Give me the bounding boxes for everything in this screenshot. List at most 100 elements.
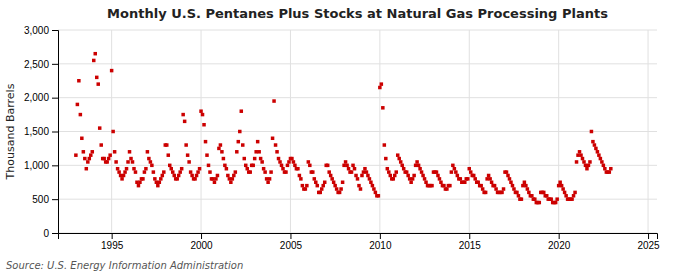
y-grid-line [58,30,657,31]
point [473,177,477,181]
point [402,167,406,171]
point [313,177,317,181]
point [257,150,261,154]
point [369,181,373,185]
point [216,174,220,178]
point [512,187,516,191]
point [120,177,124,181]
point [268,177,272,181]
point [196,170,200,174]
point [563,191,567,195]
point [280,164,284,168]
point [476,181,480,185]
point [180,167,184,171]
point [380,82,384,86]
point [396,153,400,157]
point [178,170,182,174]
point [459,177,463,181]
point [591,140,595,144]
point [558,181,562,185]
point [158,181,162,185]
x-tick: 2025 [637,233,660,251]
point [329,174,333,178]
point [454,170,458,174]
point [585,167,589,171]
y-axis-title: Thousand Barrels [4,83,17,180]
point [573,191,577,195]
point [411,177,415,181]
point [500,191,504,195]
point [207,164,211,168]
point [378,86,382,90]
point [597,153,601,157]
point [397,157,401,161]
point [579,153,583,157]
point [275,150,279,154]
point [578,150,582,154]
point [603,167,607,171]
point [509,181,513,185]
point [330,177,334,181]
point [241,143,245,147]
point [229,181,233,185]
point [533,197,537,201]
point [442,184,446,188]
y-tick-label: 1,500 [24,126,49,137]
point [521,184,525,188]
point [98,126,102,130]
point [608,170,612,174]
point [392,177,396,181]
point [557,184,561,188]
x-tick: 2015 [459,233,482,251]
x-axis: 1995200020052010201520202025 [59,233,661,251]
x-tick-label: 2000 [190,240,213,251]
point [171,170,175,174]
plot-area: 199520002005201020152020202505001,0001,5… [24,25,660,251]
point [420,170,424,174]
y-tick-label: 0 [43,228,49,239]
point [570,197,574,201]
point [363,167,367,171]
point [517,194,521,198]
point [269,170,273,174]
x-tick-label: 1995 [101,240,124,251]
y-tick-mark [52,64,58,65]
y-tick-mark [52,165,58,166]
point [137,184,141,188]
y-tick-label: 2,500 [24,59,49,70]
point [479,184,483,188]
point [102,157,106,161]
y-tick: 1,500 [24,126,58,137]
point [199,109,203,113]
x-tick-label: 2020 [548,240,571,251]
point [93,52,97,56]
point [602,164,606,168]
point [308,164,312,168]
point [189,170,193,174]
point [590,130,594,134]
point [356,177,360,181]
point [168,164,172,168]
point [77,79,81,83]
point [438,177,442,181]
x-tick-label: 2005 [280,240,303,251]
point [362,170,366,174]
point [335,187,339,191]
point [172,174,176,178]
point [235,150,239,154]
point [326,164,330,168]
point [147,157,151,161]
point [208,170,212,174]
point [123,170,127,174]
point [451,164,455,168]
point [393,174,397,178]
point [132,167,136,171]
x-tick-mark [469,233,470,239]
point [493,184,497,188]
point [222,157,226,161]
point [113,150,117,154]
point [436,174,440,178]
point [301,184,305,188]
x-tick-label: 2015 [459,240,482,251]
y-tick: 2,500 [24,59,58,70]
